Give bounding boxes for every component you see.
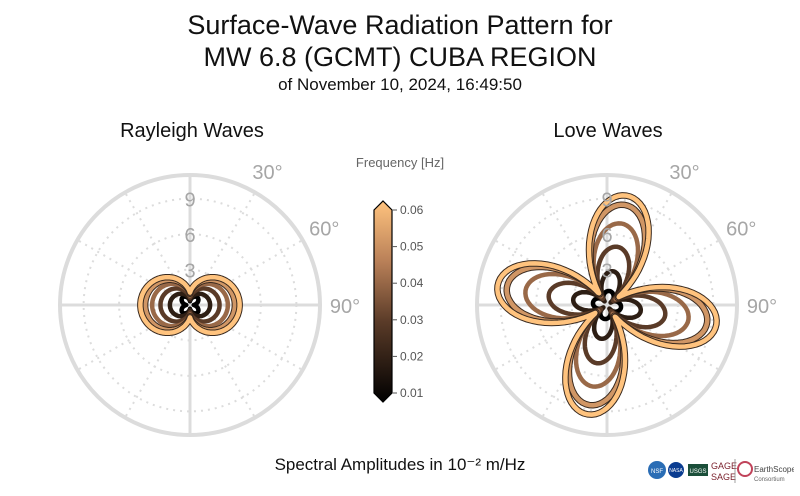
- angle-tick-label: 60°: [309, 219, 339, 241]
- usgs-logo-icon: [688, 464, 708, 476]
- usgs-logo-text: USGS: [689, 469, 706, 475]
- colorbar-body: [373, 200, 393, 403]
- radial-tick-label: 3: [184, 261, 195, 283]
- angle-tick-label: 30°: [252, 162, 282, 184]
- radial-tick-label: 9: [184, 190, 195, 212]
- polar-grid-spoke: [189, 239, 304, 306]
- nsf-logo-icon: [648, 461, 666, 479]
- amplitude-units-label: Spectral Amplitudes in 10⁻² m/Hz: [274, 455, 526, 474]
- radial-tick-label: 9: [601, 190, 612, 212]
- angle-tick-label: 60°: [726, 219, 756, 241]
- consortium-logo-text: Consortium: [754, 477, 785, 483]
- colorbar-tick-label: 0.06: [400, 203, 424, 217]
- polar-grid-spoke: [76, 304, 191, 371]
- nsf-logo-text: NSF: [651, 469, 663, 475]
- colorbar-tick-label: 0.03: [400, 313, 424, 327]
- rayleigh-panel-title: Rayleigh Waves: [120, 120, 264, 142]
- radiation-pattern-figure: 3 6 9 30° 60° 90° 3 6 9 30° 60° 90° Frequency [Hz]…: [58, 155, 777, 437]
- angle-tick-label: 90°: [330, 296, 360, 318]
- radial-tick-label: 6: [184, 225, 195, 247]
- gage-logo-text: GAGE: [711, 461, 737, 471]
- colorbar-title: Frequency [Hz]: [356, 155, 444, 170]
- frequency-colorbar: Frequency [Hz] 0.01 0.02 0.03 0.04 0.05 0.06: [356, 155, 444, 403]
- colorbar-tick-label: 0.02: [400, 349, 424, 363]
- pattern-curve-0.06: [495, 193, 719, 417]
- pattern-curve-0.06: [138, 274, 242, 336]
- chart-title-line1: Surface-Wave Radiation Pattern for: [187, 10, 613, 40]
- love-panel-title: Love Waves: [553, 120, 663, 142]
- earthscope-logo-icon: [737, 461, 753, 477]
- earthscope-logo-text: EarthScope: [754, 465, 794, 474]
- angle-tick-label: 30°: [669, 162, 699, 184]
- rayleigh-polar-plot: 3 6 9 30° 60° 90°: [58, 162, 360, 437]
- colorbar-tick-label: 0.04: [400, 276, 424, 290]
- polar-grid-spoke: [189, 304, 304, 371]
- chart-title-line2: MW 6.8 (GCMT) CUBA REGION: [203, 42, 597, 72]
- chart-subtitle: of November 10, 2024, 16:49:50: [278, 75, 522, 94]
- colorbar-tick-label: 0.01: [400, 386, 424, 400]
- colorbar-tick-label: 0.05: [400, 240, 424, 254]
- radial-tick-label: 3: [601, 261, 612, 283]
- angle-tick-label: 90°: [747, 296, 777, 318]
- nasa-logo-icon: [668, 462, 684, 478]
- sage-logo-text: SAGE: [711, 472, 736, 482]
- nasa-logo-text: NASA: [669, 468, 683, 474]
- radial-tick-label: 6: [601, 225, 612, 247]
- sponsor-logos: NSF NASA USGS GAGE SAGE EarthScope Conso…: [648, 459, 794, 483]
- polar-grid-spoke: [76, 239, 191, 306]
- pattern-curve-0.02: [167, 291, 213, 319]
- love-polar-plot: 3 6 9 30° 60° 90°: [475, 162, 777, 437]
